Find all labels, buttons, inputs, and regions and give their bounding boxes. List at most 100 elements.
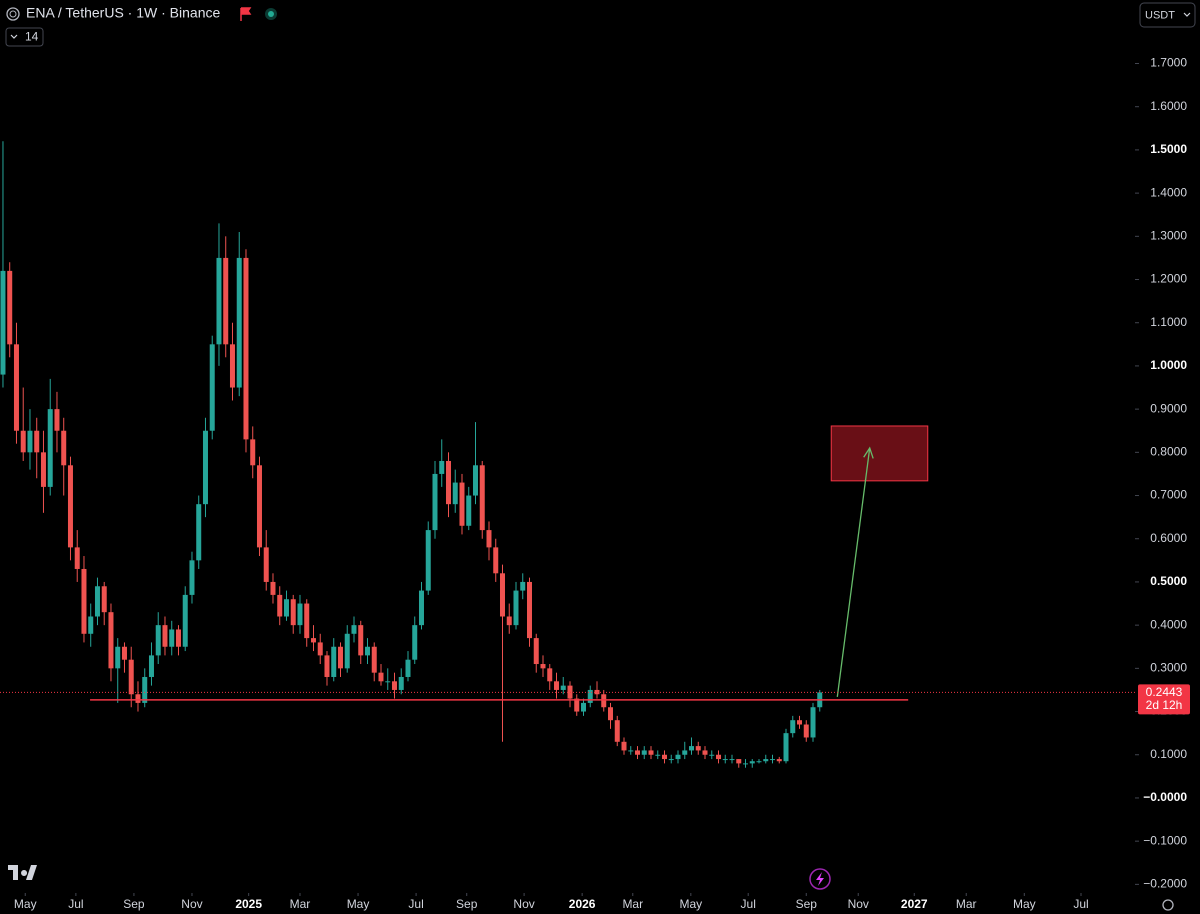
candle-body (216, 257, 222, 345)
candle-body (283, 599, 289, 617)
candle-body (74, 547, 80, 569)
candle-body (607, 707, 613, 721)
x-tick-label: Nov (513, 897, 534, 911)
candle-body (344, 633, 350, 669)
y-tick-label: 0.5000 (1150, 574, 1187, 588)
x-tick-label: Jul (741, 897, 756, 911)
candle-body (770, 759, 776, 761)
candle-body (202, 430, 208, 505)
x-tick-label: Jul (1073, 897, 1088, 911)
candle-body (148, 655, 154, 677)
candle-body (61, 430, 67, 466)
y-tick-label: 0.6000 (1150, 531, 1187, 545)
indicator-box[interactable] (5, 27, 44, 47)
y-tick-label: −0.1000 (1143, 833, 1187, 847)
candle-body (675, 754, 681, 760)
candle-body (256, 465, 262, 548)
candle-body (499, 573, 505, 617)
candle-body (797, 720, 803, 725)
candle-body (121, 646, 127, 660)
candle-body (398, 676, 404, 690)
x-tick-label: Jul (408, 897, 423, 911)
candle-body (729, 759, 735, 761)
candle-body (493, 547, 499, 574)
x-tick-label: 2027 (901, 897, 928, 911)
candle-body (290, 599, 296, 626)
candle-body (88, 616, 94, 634)
x-tick-label: Mar (956, 897, 977, 911)
candle-body (439, 460, 445, 474)
x-tick-label: Sep (796, 897, 818, 911)
candle-body (445, 460, 451, 505)
status-dot (268, 11, 274, 17)
symbol-icon-inner (9, 10, 17, 18)
x-tick-label: Sep (456, 897, 478, 911)
candle-body (635, 750, 641, 755)
candle-body (405, 659, 411, 677)
candle-body (560, 685, 566, 690)
candle-body (641, 750, 647, 755)
y-tick-label: 0.9000 (1150, 401, 1187, 415)
candle-body (304, 603, 310, 639)
candle-body (621, 741, 627, 751)
lightning-icon[interactable] (809, 868, 831, 890)
currency-button[interactable] (1139, 2, 1196, 28)
candle-body (472, 465, 478, 496)
x-tick-label: Nov (848, 897, 869, 911)
candle-body (67, 465, 73, 548)
candle-body (142, 676, 148, 703)
candle-body (716, 754, 722, 760)
candle-body (337, 646, 343, 669)
candle-body (743, 763, 749, 765)
candle-body (594, 689, 600, 695)
y-tick-label: 1.6000 (1150, 99, 1187, 113)
candle-body (250, 439, 256, 466)
candle-body (648, 750, 654, 755)
candle-body (189, 560, 195, 595)
flag-icon[interactable] (240, 7, 252, 21)
candle-body (297, 603, 303, 626)
candle-body (162, 625, 168, 647)
candle-body (263, 547, 269, 582)
x-tick-label: Jul (68, 897, 83, 911)
candle-body (324, 655, 330, 677)
candle-body (54, 409, 60, 431)
candle-body (7, 270, 13, 345)
candle-body (486, 530, 492, 548)
candle-body (418, 590, 424, 626)
x-tick-label: Mar (622, 897, 643, 911)
candle-body (736, 759, 742, 764)
candle-body (270, 581, 276, 595)
y-tick-label: 0.3000 (1150, 661, 1187, 675)
y-tick-label: −0.2000 (1143, 877, 1187, 891)
y-tick-label: 1.4000 (1150, 185, 1187, 199)
x-tick-label: 2025 (235, 897, 262, 911)
candle-body (689, 746, 695, 751)
currency-label: USDT (1145, 9, 1175, 21)
candle-body (709, 754, 715, 756)
y-tick-label: 0.7000 (1150, 488, 1187, 502)
candle-body (540, 664, 546, 669)
candle-body (533, 638, 539, 665)
candle-body (695, 746, 701, 751)
candle-body (587, 689, 593, 703)
x-tick-label: Mar (290, 897, 311, 911)
candle-body (81, 568, 87, 634)
candle-body (155, 625, 161, 656)
candle-body (27, 430, 33, 453)
candle-body (101, 586, 107, 613)
candle-body (378, 672, 384, 682)
candle-body (236, 257, 242, 388)
settings-icon[interactable] (1162, 899, 1174, 911)
candle-body (452, 482, 458, 505)
candle-body (655, 754, 661, 756)
candle-body (47, 409, 53, 487)
candle-body (331, 646, 337, 677)
candle-body (810, 707, 816, 738)
candle-body (790, 720, 796, 734)
candle-body (601, 694, 607, 708)
candle-body (209, 344, 215, 431)
candle-body (34, 430, 40, 453)
candle-body (223, 257, 229, 345)
